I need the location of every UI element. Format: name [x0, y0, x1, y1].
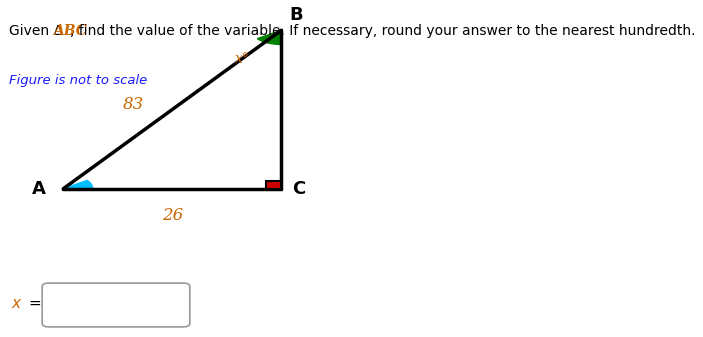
- FancyBboxPatch shape: [42, 283, 190, 327]
- Text: A: A: [32, 180, 46, 198]
- Text: , find the value of the variable. If necessary, round your answer to the nearest: , find the value of the variable. If nec…: [70, 24, 695, 38]
- Text: =: =: [28, 296, 41, 311]
- Text: 83: 83: [123, 96, 144, 113]
- Text: Given Δ: Given Δ: [9, 24, 67, 38]
- Text: C: C: [292, 180, 305, 198]
- Wedge shape: [257, 30, 281, 44]
- Polygon shape: [266, 181, 281, 189]
- Text: x°: x°: [235, 52, 250, 66]
- Text: 26: 26: [162, 207, 183, 224]
- Text: $x$: $x$: [11, 296, 22, 311]
- Text: Figure is not to scale: Figure is not to scale: [9, 74, 148, 87]
- Wedge shape: [63, 180, 93, 189]
- Text: B: B: [290, 6, 303, 24]
- Text: ABC: ABC: [53, 24, 87, 38]
